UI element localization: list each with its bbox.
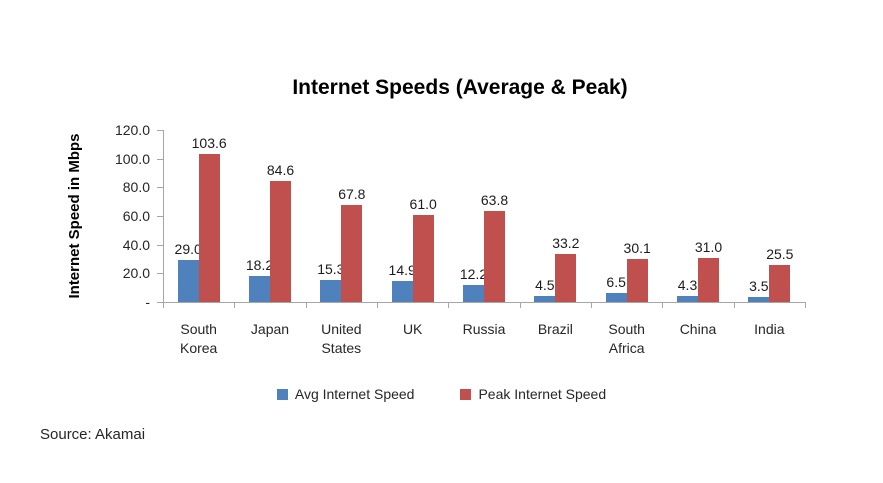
bar-avg-china [677, 296, 698, 302]
x-label-china: China [679, 321, 717, 337]
data-label-peak-china: 31.0 [694, 239, 723, 255]
x-label-united-states: United States [321, 321, 362, 356]
bar-avg-uk [391, 281, 413, 302]
x-tick-mark [448, 302, 450, 308]
data-label-peak-south-africa: 30.1 [623, 240, 651, 256]
data-label-peak-brazil: 33.2 [552, 235, 580, 251]
bar-avg-south-africa [605, 293, 627, 302]
x-label-brazil: Brazil [537, 321, 573, 337]
y-tick-label: - [145, 294, 150, 310]
x-label-india: India [754, 321, 785, 337]
legend-label-peak: Peak Internet Speed [478, 386, 607, 402]
y-tick-label: 40.0 [122, 236, 150, 253]
x-tick-mark [377, 302, 378, 308]
x-label-russia: Russia [462, 321, 506, 337]
bar-avg-south-korea [177, 260, 199, 302]
legend-item-avg: Avg Internet Speed [276, 386, 415, 402]
data-label-peak-russia: 63.8 [480, 192, 509, 208]
x-tick-mark [519, 302, 521, 308]
legend-swatch-avg [276, 388, 288, 400]
data-label-peak-united-states: 67.8 [338, 186, 366, 202]
bar-avg-brazil [534, 296, 556, 302]
legend-label-avg: Avg Internet Speed [294, 386, 415, 402]
data-label-avg-south-korea: 29.0 [174, 241, 202, 257]
bar-avg-russia [463, 285, 484, 302]
bar-avg-united-states [320, 280, 342, 302]
bar-peak-japan [270, 181, 291, 302]
data-label-avg-brazil: 4.5 [535, 277, 555, 293]
y-axis-line [163, 130, 164, 303]
source-note: Source: Akamai [40, 426, 146, 443]
y-tick-label: 80.0 [122, 179, 150, 196]
y-tick-mark [157, 187, 163, 189]
bar-peak-china [698, 258, 719, 302]
data-label-peak-uk: 61.0 [409, 196, 437, 212]
legend: Avg Internet Speed Peak Internet Speed [0, 386, 883, 402]
x-tick-mark [163, 302, 164, 308]
bar-peak-south-africa [626, 259, 648, 302]
x-label-south-korea: South Korea [179, 321, 218, 356]
y-tick-label: 100.0 [114, 150, 150, 167]
bar-avg-india [748, 297, 770, 302]
x-tick-mark [234, 302, 236, 308]
y-tick-label: 60.0 [122, 208, 150, 224]
y-tick-label: 120.0 [114, 122, 150, 138]
data-label-avg-india: 3.5 [749, 278, 769, 294]
data-label-avg-russia: 12.2 [459, 266, 488, 282]
data-label-avg-china: 4.3 [677, 277, 698, 293]
x-tick-mark [305, 302, 307, 308]
data-label-avg-south-africa: 6.5 [606, 274, 626, 290]
y-tick-mark [157, 130, 163, 131]
x-label-japan: Japan [250, 321, 290, 337]
bar-avg-japan [249, 276, 270, 302]
y-tick-label: 20.0 [122, 265, 150, 282]
x-label-uk: UK [402, 321, 423, 337]
x-label-south-africa: South Africa [608, 321, 645, 356]
x-tick-mark [805, 302, 806, 308]
bar-peak-brazil [555, 254, 577, 302]
y-tick-mark [157, 302, 163, 303]
y-tick-mark [157, 158, 163, 160]
data-label-avg-uk: 14.9 [388, 262, 416, 278]
bar-peak-russia [484, 211, 505, 302]
data-label-peak-japan: 84.6 [266, 162, 295, 178]
x-axis-line [163, 302, 806, 303]
x-tick-mark [662, 302, 664, 308]
bar-peak-uk [412, 215, 434, 302]
data-label-avg-japan: 18.2 [245, 257, 274, 273]
data-label-peak-india: 25.5 [766, 246, 794, 262]
y-tick-mark [157, 244, 163, 246]
y-tick-mark [157, 216, 163, 217]
chart-title: Internet Speeds (Average & Peak) [292, 76, 628, 99]
bar-peak-south-korea [198, 154, 220, 302]
x-tick-mark [591, 302, 592, 308]
x-tick-mark [733, 302, 735, 308]
bar-peak-india [769, 265, 791, 302]
legend-item-peak: Peak Internet Speed [460, 386, 606, 402]
data-label-avg-united-states: 15.3 [317, 261, 345, 277]
bar-peak-united-states [341, 205, 363, 302]
legend-swatch-peak [460, 388, 472, 400]
data-label-peak-south-korea: 103.6 [191, 135, 227, 151]
y-tick-mark [157, 273, 163, 275]
